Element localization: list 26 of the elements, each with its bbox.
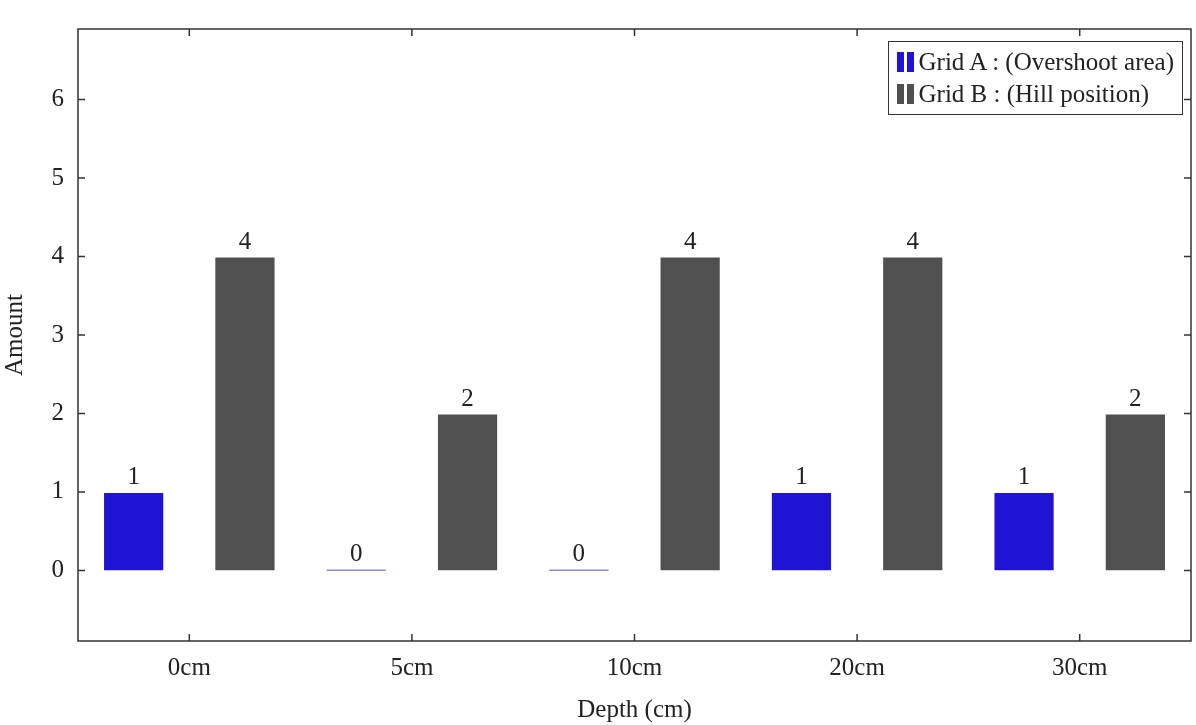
x-tick-label: 10cm (606, 652, 663, 680)
data-label: 1 (127, 461, 140, 489)
y-tick-label: 3 (51, 319, 64, 347)
x-tick-label: 30cm (1051, 652, 1109, 680)
data-label: 4 (906, 226, 920, 254)
data-label: 2 (1129, 383, 1142, 411)
x-tick-label: 20cm (829, 652, 886, 680)
data-label: 4 (238, 226, 252, 254)
x-axis-title: Depth (cm) (577, 694, 692, 723)
legend-label: Grid A : (Overshoot area) (918, 47, 1174, 78)
y-tick-label: 0 (51, 554, 64, 582)
y-tick-label: 6 (51, 84, 64, 112)
data-label: 0 (572, 539, 586, 567)
x-tick-label: 5cm (390, 652, 434, 680)
y-axis-title: Amount (0, 293, 27, 376)
y-tick-label: 2 (51, 398, 64, 426)
y-tick-label: 1 (51, 476, 64, 504)
data-label: 1 (795, 461, 808, 489)
legend-label: Grid B : (Hill position) (918, 79, 1150, 109)
y-tick-label: 4 (51, 241, 65, 269)
data-label: 1 (1017, 461, 1031, 489)
x-tick-label: 0cm (167, 652, 212, 680)
data-label: 2 (461, 383, 474, 411)
y-tick-label: 5 (51, 162, 64, 190)
data-label: 0 (350, 539, 363, 567)
data-label: 4 (683, 226, 697, 254)
